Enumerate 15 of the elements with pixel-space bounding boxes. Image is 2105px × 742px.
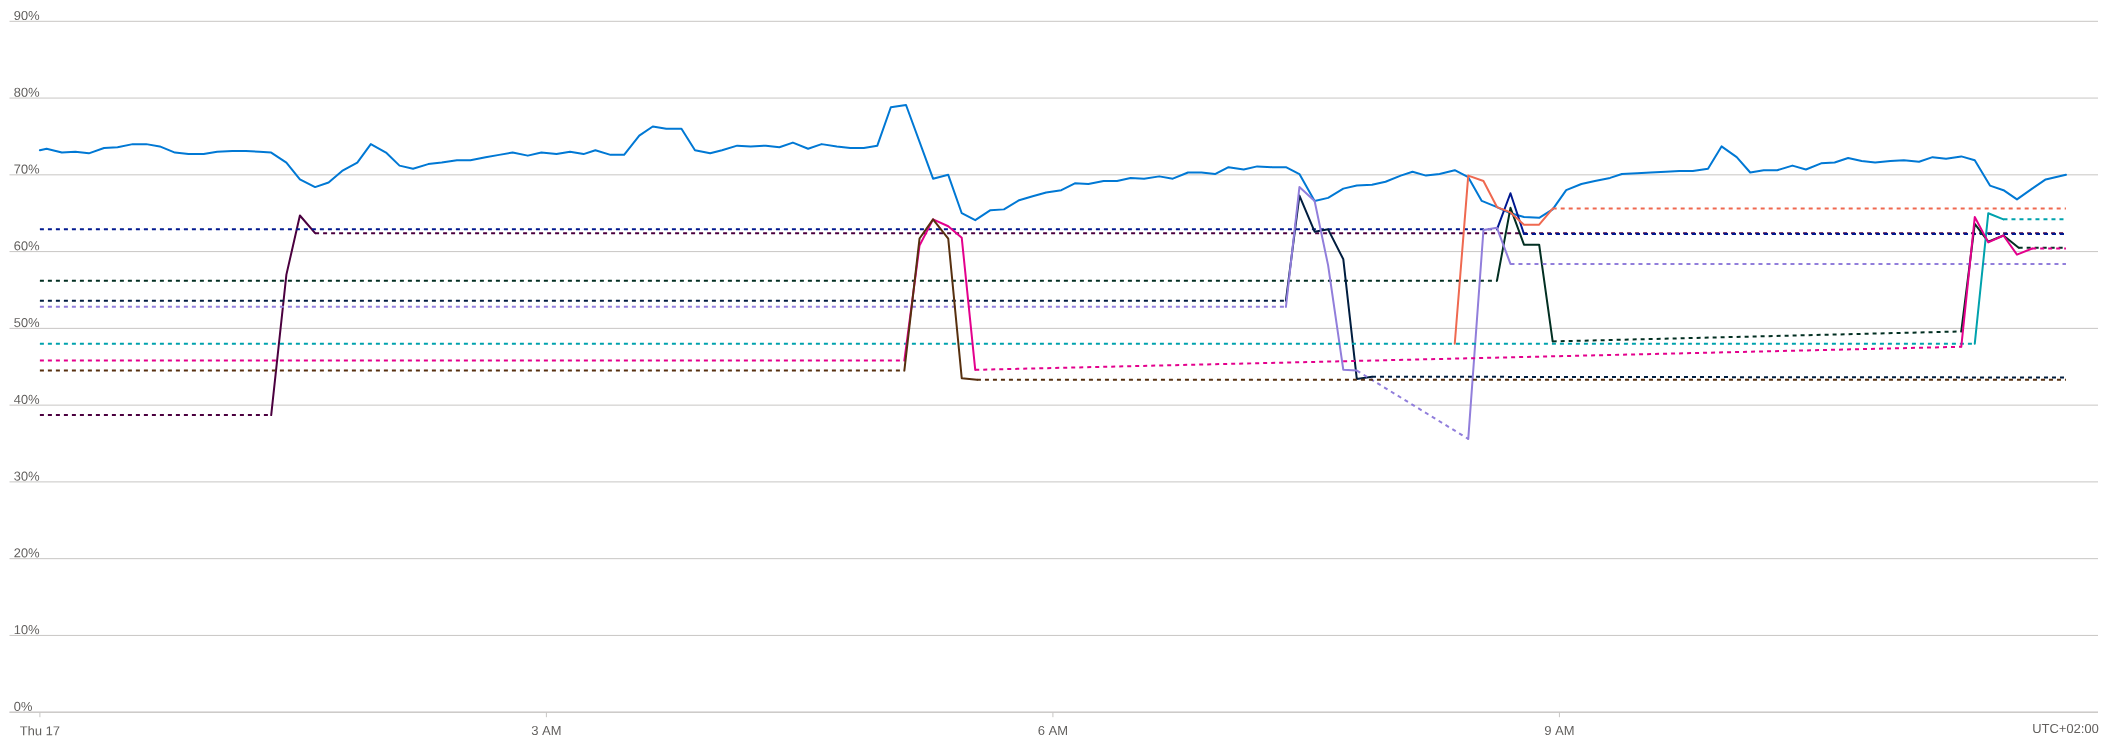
y-tick-label: 60%	[14, 241, 40, 251]
y-tick-label: 70%	[14, 164, 40, 174]
y-tick-label: 80%	[14, 87, 40, 97]
y-tick-label: 20%	[14, 548, 40, 558]
y-tick-label: 10%	[14, 625, 40, 635]
text: UTC+02:00	[2033, 723, 2099, 734]
y-tick-label: 30%	[14, 471, 40, 481]
x-tick-label: 3 AM	[531, 725, 561, 736]
x-tick-label: Thu 17	[20, 725, 60, 736]
y-tick-label: 50%	[14, 317, 40, 328]
y-tick-label: 90%	[14, 10, 40, 21]
x-tick-label: 6 AM	[1038, 725, 1067, 736]
y-tick-label: 0%	[14, 701, 32, 711]
y-tick-label: 40%	[14, 394, 40, 404]
x-tick-label: 9 AM	[1544, 725, 1574, 736]
